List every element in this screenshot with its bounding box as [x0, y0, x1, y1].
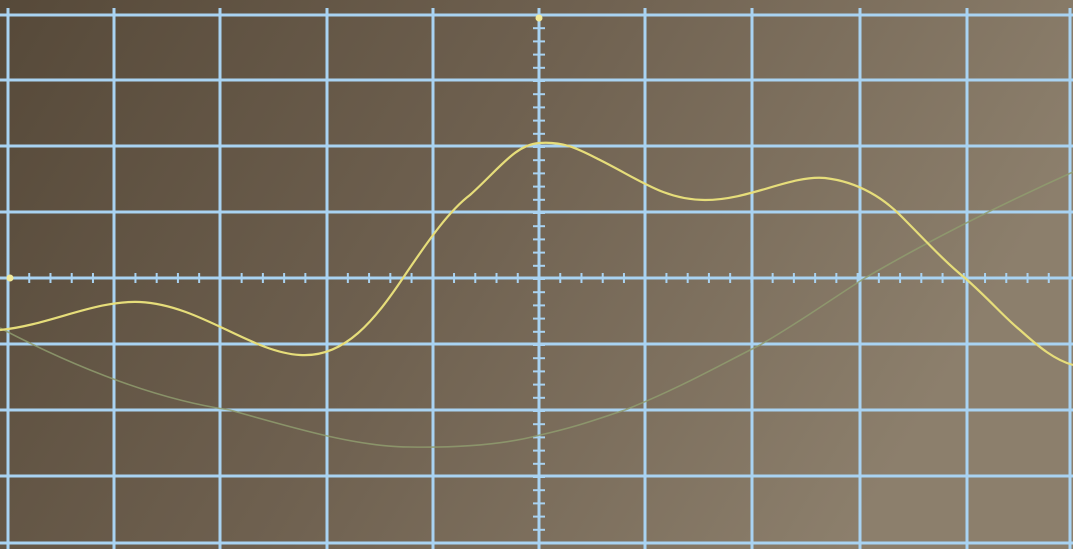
page: (() => { const svg = document.getElement… [0, 0, 1073, 549]
trigger-marker [7, 275, 14, 282]
trigger-position-marker [536, 15, 543, 22]
screen-background [0, 0, 1073, 549]
oscilloscope-screen [0, 0, 1073, 549]
